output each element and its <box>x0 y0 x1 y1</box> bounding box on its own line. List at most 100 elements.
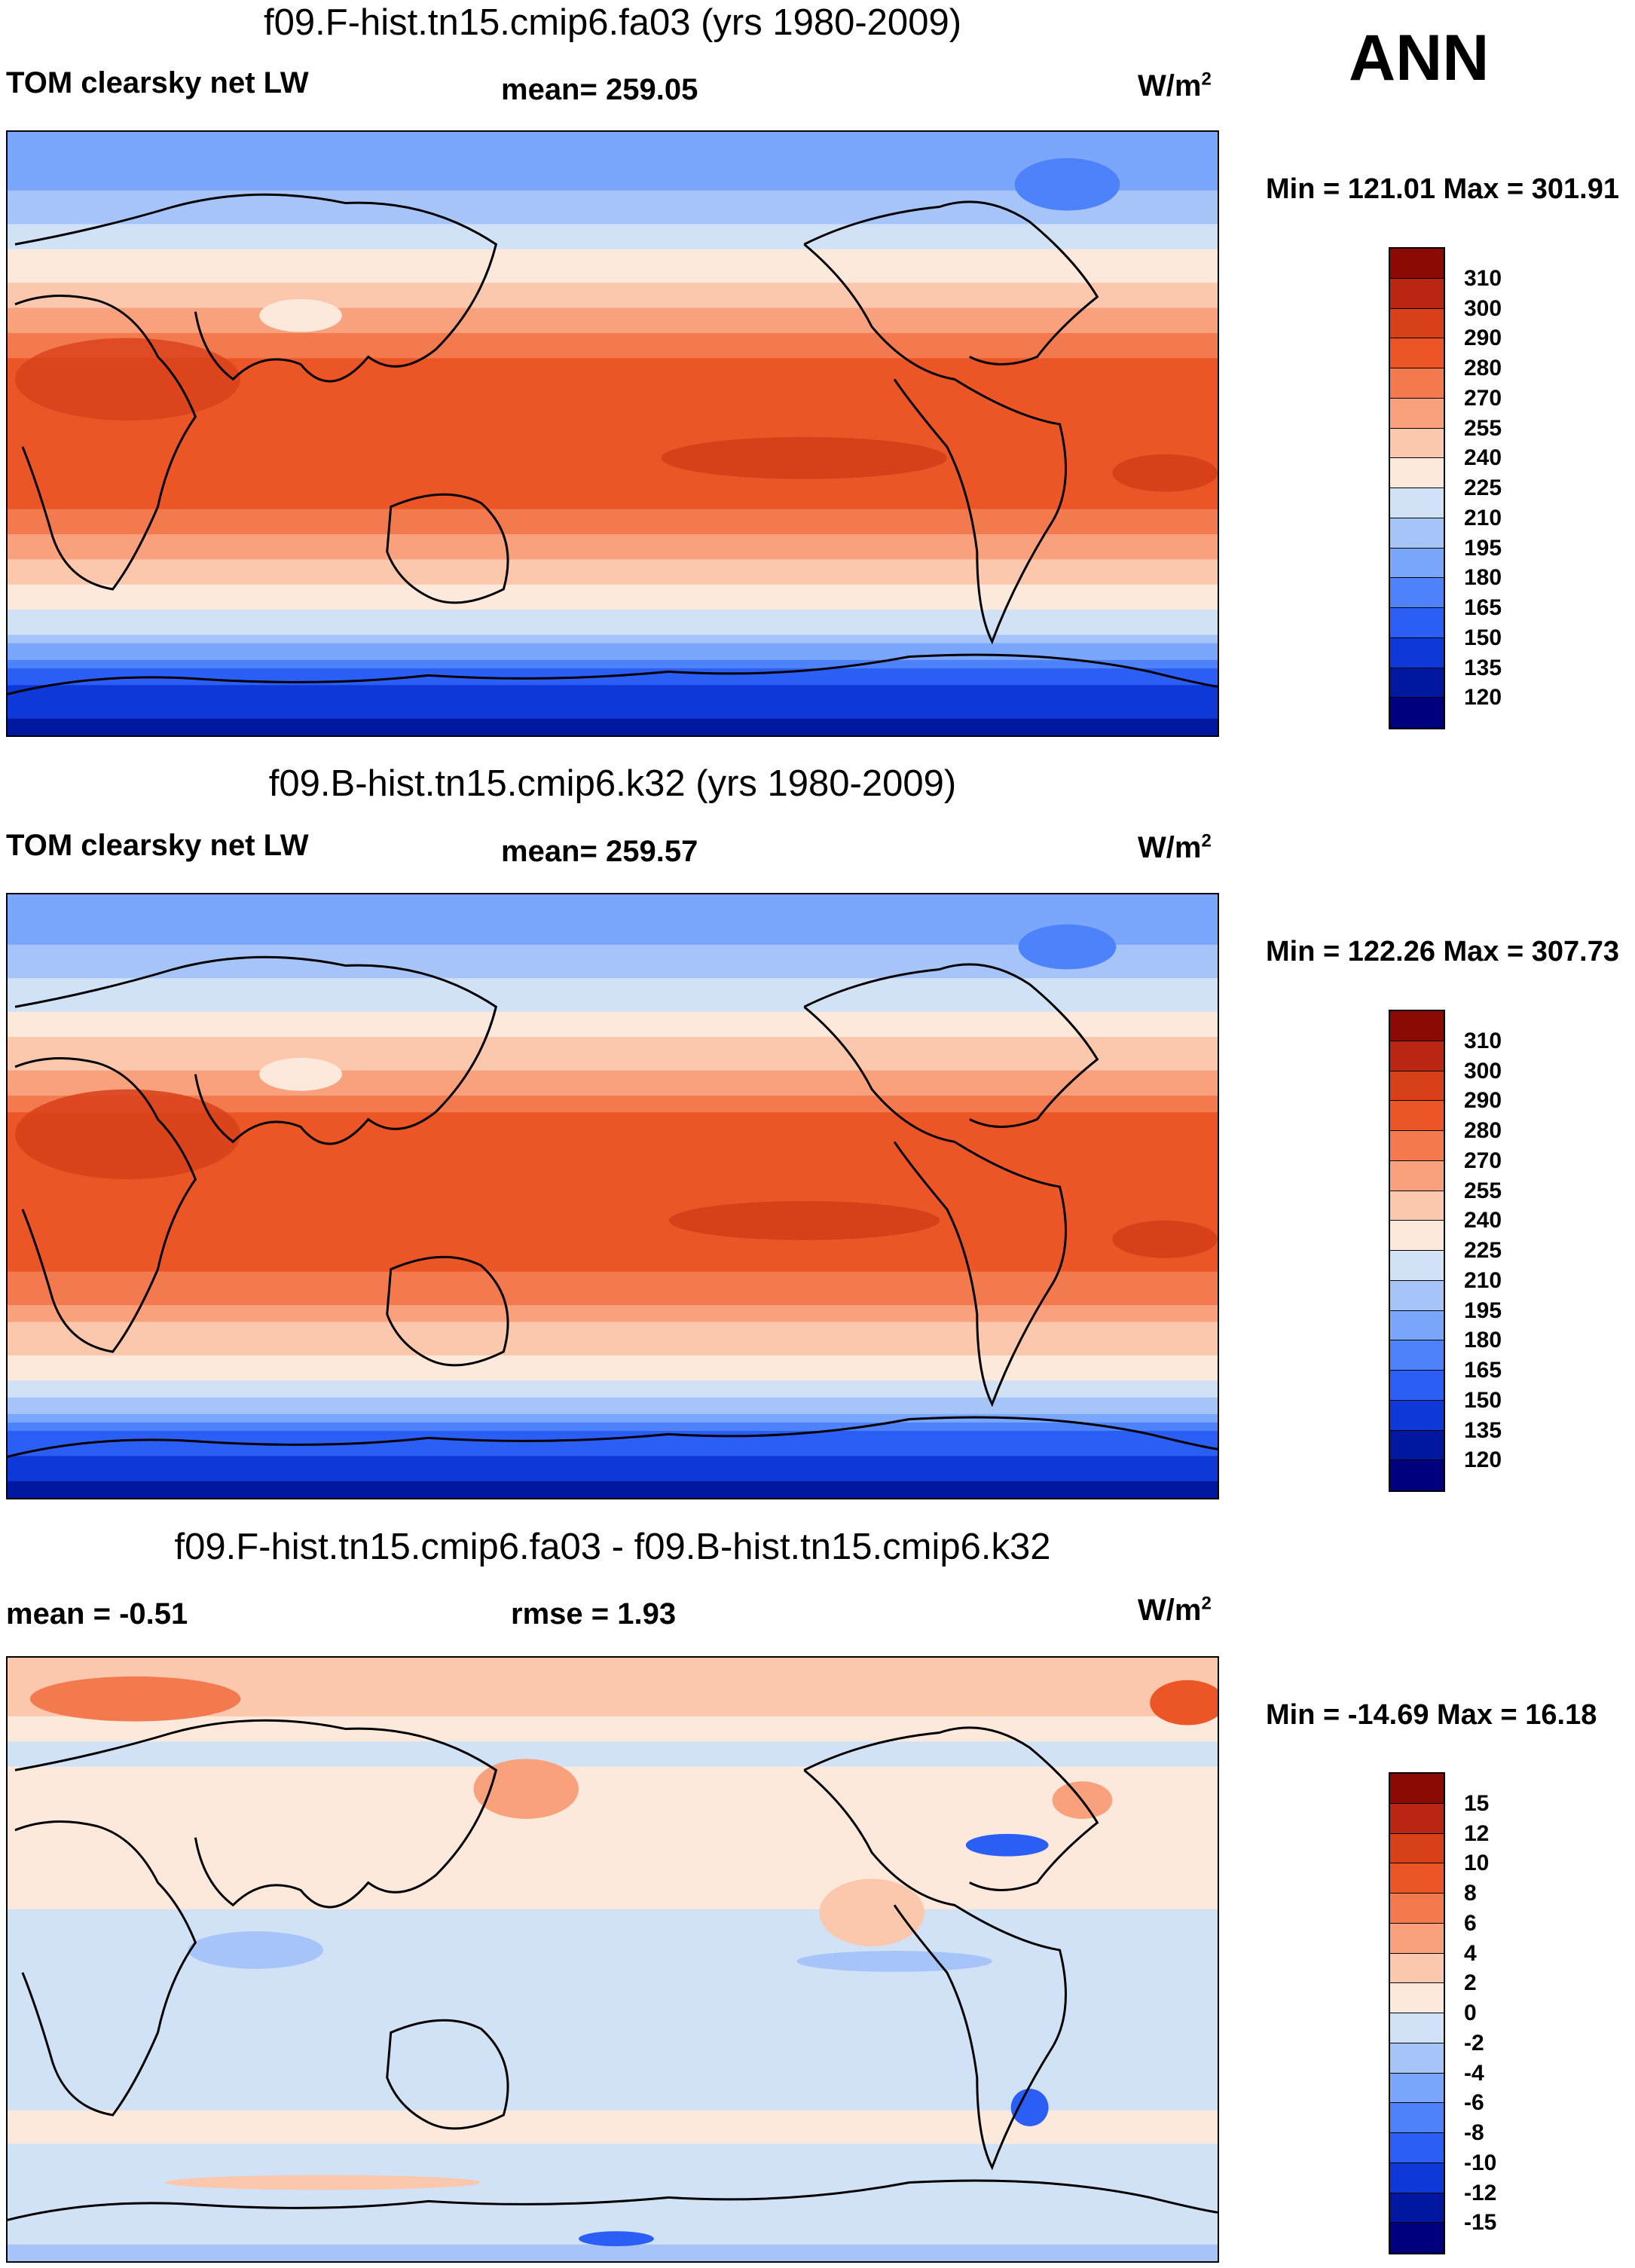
panel-2-cold-tibet <box>259 1057 342 1091</box>
panel-2-minmax: Min = 122.26 Max = 307.73 <box>1266 936 1619 967</box>
zonal-band <box>8 1850 1218 1860</box>
panel-3-cold-gulf-stream <box>965 1833 1049 1857</box>
zonal-band <box>8 1992 1218 2003</box>
colorbar-box <box>1390 338 1444 368</box>
zonal-band <box>8 1724 1218 1735</box>
colorbar-tick-label: 135 <box>1464 655 1502 680</box>
colorbar-tick-label: 165 <box>1464 1358 1502 1383</box>
zonal-band <box>8 433 1218 443</box>
zonal-band <box>8 291 1218 301</box>
colorbar-tick-label: 255 <box>1464 415 1502 441</box>
colorbar-box <box>1390 548 1444 579</box>
zonal-band <box>8 2135 1218 2145</box>
zonal-band <box>8 1154 1218 1163</box>
zonal-band <box>8 2018 1218 2028</box>
colorbar-tick-label: 10 <box>1464 1851 1490 1876</box>
units-exponent: 2 <box>1201 1593 1212 1614</box>
colorbar-box <box>1390 1310 1444 1341</box>
zonal-band <box>8 543 1218 552</box>
colorbar-tick-label: 120 <box>1464 685 1502 711</box>
zonal-band <box>8 1380 1218 1390</box>
zonal-band <box>8 559 1218 569</box>
colorbar-tick-label: -12 <box>1464 2180 1497 2205</box>
colorbar-box <box>1390 2163 1444 2193</box>
panel-1-mean-label: mean= 259.05 <box>501 73 698 106</box>
zonal-band <box>8 1179 1218 1189</box>
zonal-band <box>8 307 1218 317</box>
colorbar-box <box>1390 1011 1444 1041</box>
zonal-band <box>8 324 1218 334</box>
panel-3-coastlines <box>8 1719 1218 2221</box>
colorbar-tick-label: 240 <box>1464 1208 1502 1233</box>
units-text: W/m <box>1138 831 1202 864</box>
colorbar-box <box>1390 2193 1444 2224</box>
colorbar-tick-label: 300 <box>1464 1058 1502 1084</box>
zonal-band <box>8 1766 1218 1776</box>
zonal-band <box>8 567 1218 577</box>
zonal-band <box>8 1112 1218 1122</box>
panel-1-coastlines <box>8 193 1218 695</box>
panel-2-title: f09.B-hist.tn15.cmip6.k32 (yrs 1980-2009… <box>268 763 957 804</box>
panel-3-warm-north-atlantic <box>1150 1680 1218 1725</box>
zonal-band <box>8 2118 1218 2128</box>
colorbar-tick-label: 225 <box>1464 1238 1502 1263</box>
panel-1-hot-east-pacific <box>661 436 947 479</box>
colorbar-tick-label: -10 <box>1464 2150 1497 2175</box>
colorbar-box <box>1390 1983 1444 2013</box>
zonal-band <box>8 701 1218 711</box>
zonal-band <box>8 1984 1218 1994</box>
colorbar-box <box>1390 2043 1444 2074</box>
zonal-band <box>8 1792 1218 1802</box>
panel-1-colorbar <box>1389 247 1445 729</box>
panel-1-sahara <box>14 338 241 421</box>
colorbar-tick-label: 255 <box>1464 1178 1502 1203</box>
zonal-band <box>8 961 1218 971</box>
zonal-band <box>8 1741 1218 1751</box>
panel-1-cold-greenland <box>1014 157 1120 211</box>
colorbar-box <box>1390 278 1444 309</box>
coast-eurasia <box>14 955 498 1145</box>
zonal-band <box>8 1691 1218 1701</box>
panel-2-variable-label: TOM clearsky net LW <box>6 829 309 862</box>
zonal-band <box>8 207 1218 217</box>
zonal-band <box>8 903 1218 912</box>
zonal-band <box>8 1783 1218 1793</box>
zonal-band <box>8 626 1218 636</box>
zonal-band <box>8 198 1218 209</box>
season-label: ANN <box>1349 22 1490 94</box>
zonal-band <box>8 710 1218 720</box>
panel-2-sahara <box>14 1089 241 1180</box>
zonal-band <box>8 2169 1218 2178</box>
zonal-band <box>8 1346 1218 1356</box>
panel-3-blobs <box>29 1676 1218 2247</box>
zonal-band <box>8 266 1218 276</box>
colorbar-tick-label: 310 <box>1464 265 1502 291</box>
panel-3-title: f09.F-hist.tn15.cmip6.fa03 - f09.B-hist.… <box>174 1527 1051 1567</box>
panel-1-units-label: W/m2 <box>1138 69 1212 103</box>
zonal-band <box>8 1104 1218 1114</box>
zonal-band <box>8 1145 1218 1155</box>
colorbar-box <box>1390 458 1444 488</box>
panel-3-cold-south-atlantic <box>1010 2089 1049 2126</box>
zonal-band <box>8 2202 1218 2212</box>
units-text: W/m <box>1138 1594 1202 1627</box>
zonal-band <box>8 299 1218 309</box>
panel-3-mean-label: mean = -0.51 <box>6 1597 188 1631</box>
colorbar-tick-label: 225 <box>1464 475 1502 500</box>
zonal-band <box>8 618 1218 628</box>
zonal-band <box>8 1817 1218 1826</box>
zonal-band <box>8 173 1218 183</box>
colorbar-box <box>1390 1101 1444 1131</box>
zonal-band <box>8 2252 1218 2261</box>
zonal-band <box>8 1196 1218 1206</box>
colorbar-tick-label: 15 <box>1464 1790 1490 1816</box>
colorbar-box <box>1390 308 1444 339</box>
colorbar-box <box>1390 368 1444 399</box>
zonal-band <box>8 1062 1218 1071</box>
zonal-band <box>8 475 1218 485</box>
coast-australia <box>386 2019 509 2130</box>
zonal-band <box>8 2152 1218 2162</box>
panel-3-cold-indian <box>188 1931 323 1969</box>
zonal-band <box>8 1045 1218 1055</box>
zonal-band <box>8 1699 1218 1709</box>
